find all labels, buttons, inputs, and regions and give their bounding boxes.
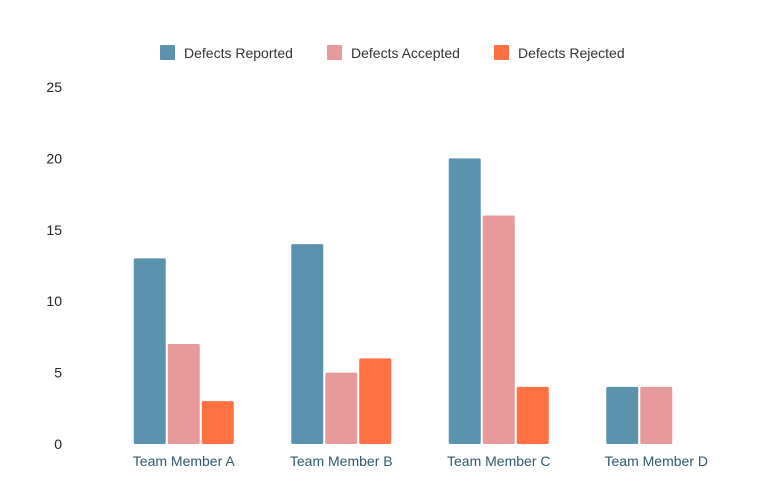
bar-defects-accepted-2	[325, 372, 358, 444]
y-tick-label: 0	[54, 436, 62, 452]
x-tick-label: Team Member D	[605, 453, 708, 469]
legend-label-3: Defects Rejected	[518, 45, 625, 61]
bar-defects-reported-3	[448, 158, 481, 444]
bar-defects-accepted-3	[482, 215, 515, 444]
bar-defects-accepted-1	[167, 344, 200, 444]
legend-swatch-3	[494, 45, 509, 60]
bar-defects-reported-4	[606, 386, 639, 444]
y-tick-label: 10	[46, 293, 62, 309]
bar-defects-rejected-2	[359, 358, 392, 444]
x-tick-label: Team Member C	[447, 453, 550, 469]
x-tick-label: Team Member A	[133, 453, 236, 469]
legend: Defects Reported Defects Accepted Defects …	[160, 45, 625, 61]
x-axis: Team Member A Team Member B Team Member C T…	[133, 453, 708, 469]
y-tick-label: 25	[46, 79, 62, 95]
bars	[133, 158, 673, 444]
legend-swatch-2	[327, 45, 342, 60]
bar-defects-reported-2	[291, 244, 324, 444]
y-tick-label: 20	[46, 150, 62, 166]
y-tick-label: 5	[54, 365, 62, 381]
y-axis: 0 5 10 15 20 25	[46, 79, 62, 452]
legend-label-2: Defects Accepted	[351, 45, 460, 61]
bar-defects-reported-1	[133, 258, 166, 444]
y-tick-label: 15	[46, 222, 62, 238]
bar-defects-accepted-4	[640, 386, 673, 444]
legend-swatch-1	[160, 45, 175, 60]
legend-label-1: Defects Reported	[184, 45, 293, 61]
x-tick-label: Team Member B	[290, 453, 393, 469]
bar-defects-rejected-3	[516, 386, 549, 444]
bar-defects-rejected-1	[201, 401, 234, 444]
